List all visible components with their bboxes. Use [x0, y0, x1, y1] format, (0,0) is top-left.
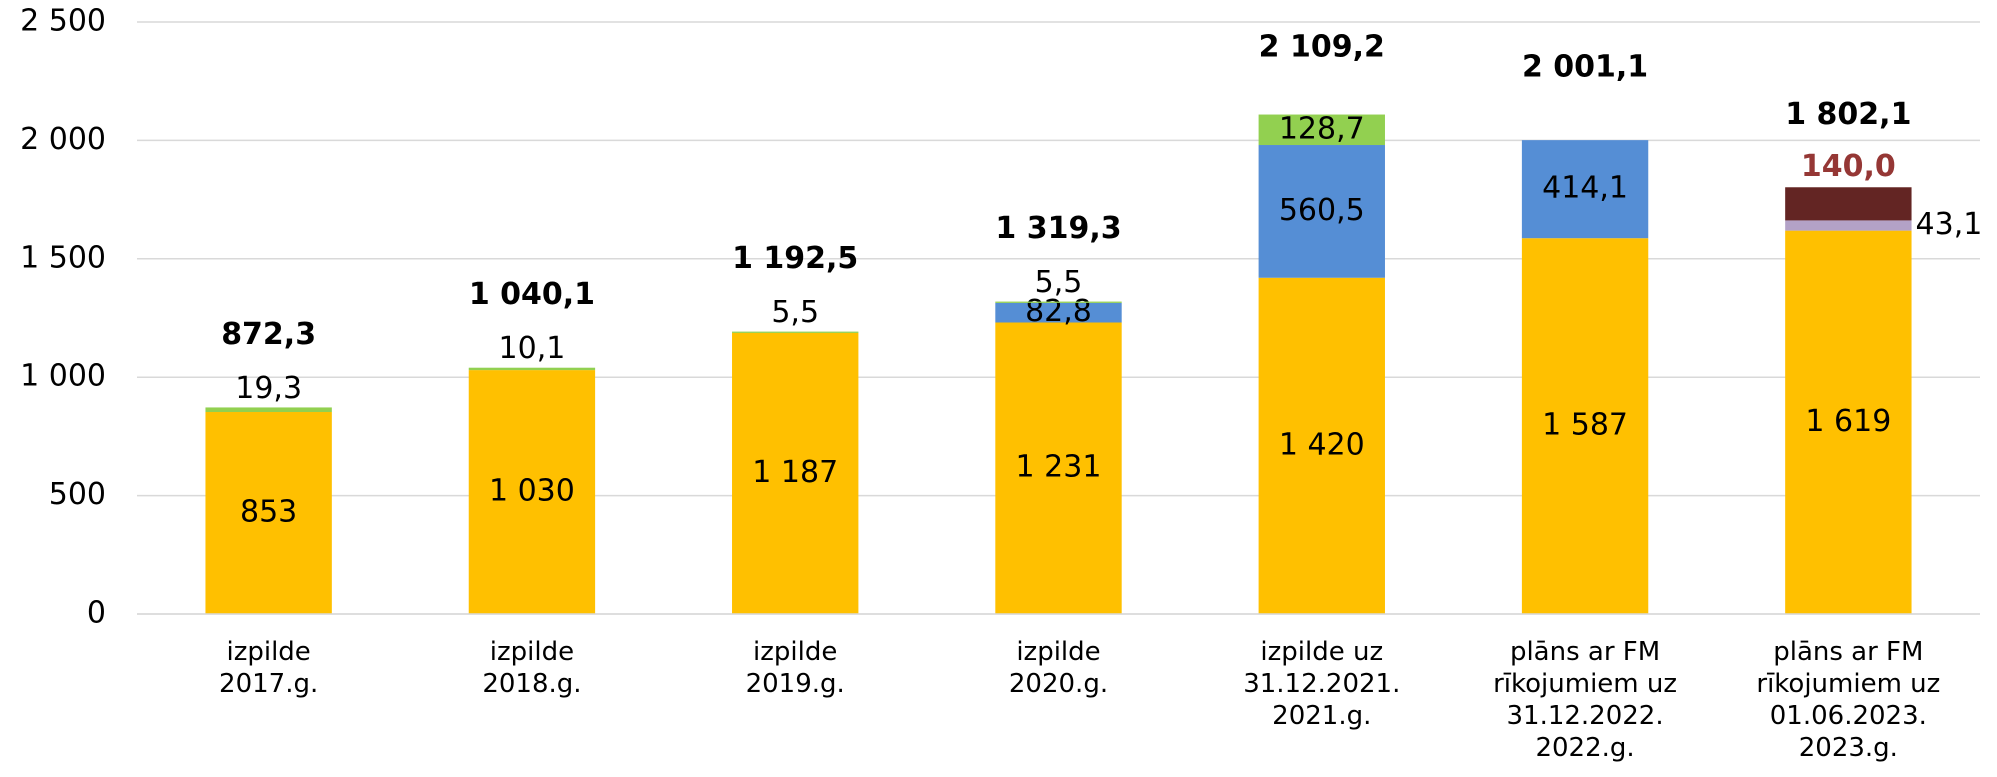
- bar-segment: [205, 407, 332, 413]
- data-label: 1 587: [1542, 408, 1628, 443]
- bar-segment: [1258, 114, 1385, 146]
- data-label: 43,1: [1916, 207, 1983, 242]
- bar-segment: [1521, 140, 1649, 239]
- bar-segment: [732, 331, 859, 333]
- total-label: 2 001,1: [1522, 50, 1648, 85]
- bar-segment: [995, 302, 1122, 323]
- bar-segment: [1258, 145, 1385, 278]
- data-label: 853: [240, 495, 297, 530]
- total-label: 1 319,3: [995, 211, 1121, 246]
- data-label: 19,3: [235, 371, 302, 406]
- y-tick-label: 0: [87, 596, 106, 631]
- x-tick-label: izpilde 2019.g.: [745, 637, 845, 699]
- y-tick-label: 2 500: [20, 4, 106, 39]
- bar-segment: [468, 367, 596, 371]
- data-label: 5,5: [771, 295, 819, 330]
- bar-segment: [995, 301, 1122, 303]
- data-label: 1 187: [752, 455, 838, 490]
- x-tick-label: izpilde uz 31.12.2021. 2021.g.: [1243, 637, 1401, 731]
- data-label: 1 231: [1016, 450, 1102, 485]
- x-tick-label: plāns ar FM rīkojumiem uz 01.06.2023. 20…: [1756, 637, 1941, 763]
- bar-segment: [468, 370, 596, 614]
- bar-segment: [205, 412, 332, 614]
- total-label: 872,3: [221, 317, 316, 352]
- x-tick-label: izpilde 2020.g.: [1008, 637, 1109, 699]
- y-tick-label: 500: [49, 477, 106, 512]
- data-label: 414,1: [1542, 171, 1628, 206]
- bar-segment: [732, 332, 859, 614]
- data-label: 10,1: [499, 331, 566, 366]
- data-label: 140,0: [1801, 149, 1896, 184]
- bar-segment: [995, 322, 1122, 614]
- y-tick-label: 1 000: [20, 359, 106, 394]
- data-label: 82,8: [1025, 294, 1092, 329]
- data-label: 1 420: [1279, 427, 1365, 462]
- bar-segment: [1258, 277, 1385, 614]
- y-tick-label: 2 000: [20, 122, 106, 157]
- data-label: 5,5: [1035, 265, 1083, 300]
- bar-segment: [1785, 187, 1912, 221]
- y-tick-label: 1 500: [20, 240, 106, 275]
- total-label: 1 192,5: [732, 241, 858, 276]
- x-tick-label: izpilde 2017.g.: [219, 637, 319, 699]
- bar-segment: [1521, 238, 1649, 614]
- data-label: 560,5: [1279, 193, 1365, 228]
- bar-segment: [1785, 230, 1912, 615]
- bar-segment: [1785, 220, 1912, 231]
- total-label: 2 109,2: [1259, 30, 1385, 65]
- x-tick-label: plāns ar FM rīkojumiem uz 31.12.2022. 20…: [1493, 637, 1678, 763]
- x-tick-label: izpilde 2018.g.: [482, 637, 582, 699]
- total-label: 1 040,1: [469, 277, 595, 312]
- data-label: 1 030: [489, 474, 575, 509]
- total-label: 1 802,1: [1785, 97, 1911, 132]
- data-label: 128,7: [1279, 111, 1365, 146]
- data-label: 1 619: [1805, 404, 1891, 439]
